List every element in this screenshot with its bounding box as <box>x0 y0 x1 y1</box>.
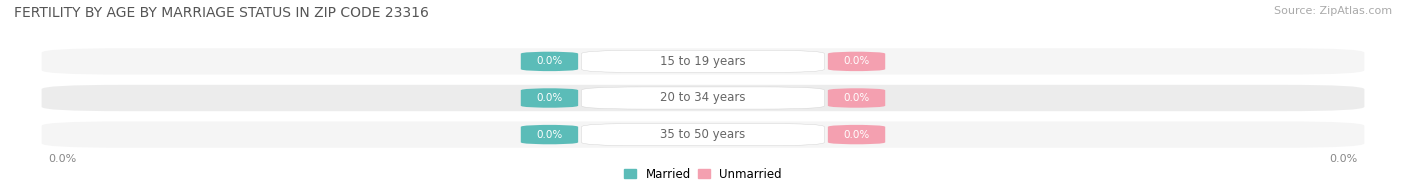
Text: Source: ZipAtlas.com: Source: ZipAtlas.com <box>1274 6 1392 16</box>
Text: 20 to 34 years: 20 to 34 years <box>661 92 745 104</box>
FancyBboxPatch shape <box>582 50 824 73</box>
Text: 0.0%: 0.0% <box>48 154 76 164</box>
Text: 0.0%: 0.0% <box>844 56 870 66</box>
Text: 0.0%: 0.0% <box>1330 154 1358 164</box>
Text: 0.0%: 0.0% <box>536 56 562 66</box>
Text: 0.0%: 0.0% <box>536 93 562 103</box>
FancyBboxPatch shape <box>42 48 1364 75</box>
FancyBboxPatch shape <box>42 85 1364 111</box>
FancyBboxPatch shape <box>520 88 578 108</box>
FancyBboxPatch shape <box>828 125 886 144</box>
Text: FERTILITY BY AGE BY MARRIAGE STATUS IN ZIP CODE 23316: FERTILITY BY AGE BY MARRIAGE STATUS IN Z… <box>14 6 429 20</box>
Text: 0.0%: 0.0% <box>844 130 870 140</box>
Text: 15 to 19 years: 15 to 19 years <box>661 55 745 68</box>
Text: 0.0%: 0.0% <box>844 93 870 103</box>
Legend: Married, Unmarried: Married, Unmarried <box>624 168 782 181</box>
FancyBboxPatch shape <box>582 123 824 146</box>
FancyBboxPatch shape <box>520 52 578 71</box>
FancyBboxPatch shape <box>42 121 1364 148</box>
FancyBboxPatch shape <box>582 87 824 109</box>
FancyBboxPatch shape <box>828 88 886 108</box>
FancyBboxPatch shape <box>828 52 886 71</box>
Text: 0.0%: 0.0% <box>536 130 562 140</box>
Text: 35 to 50 years: 35 to 50 years <box>661 128 745 141</box>
FancyBboxPatch shape <box>520 125 578 144</box>
